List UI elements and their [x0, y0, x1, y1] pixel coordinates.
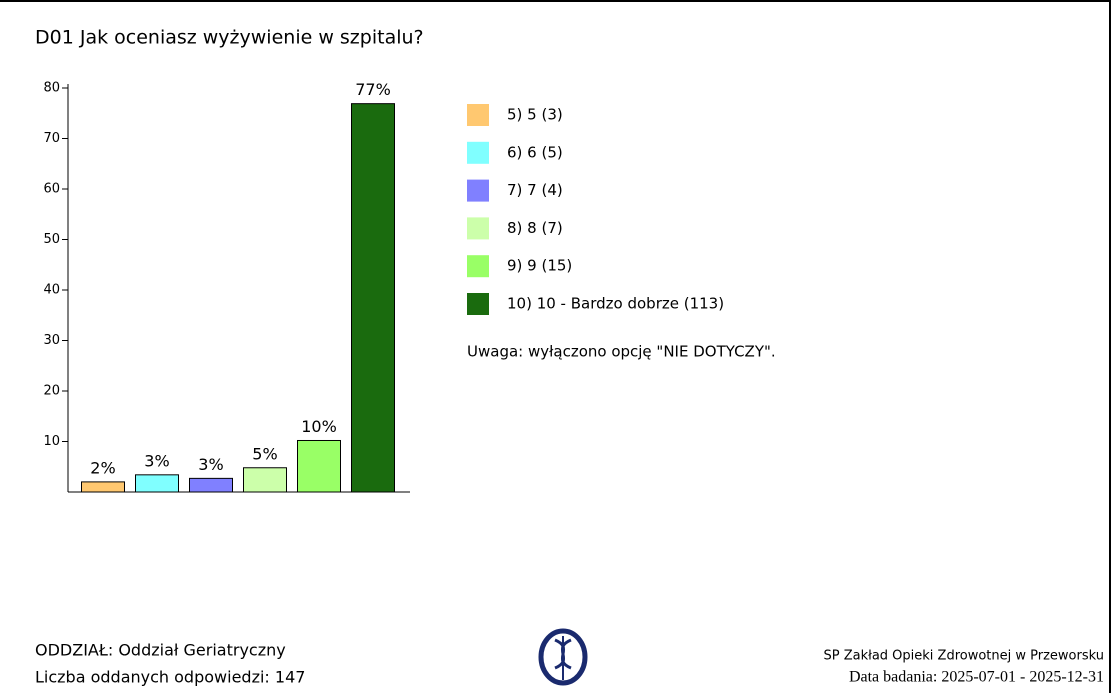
footer-date: Data badania: 2025-07-01 - 2025-12-31 [849, 669, 1104, 686]
chart-title: D01 Jak oceniasz wyżywienie w szpitalu? [35, 27, 424, 49]
footer-department: ODDZIAŁ: Oddział Geriatryczny [35, 641, 286, 660]
legend-swatch [467, 179, 489, 202]
note: Uwaga: wyłączono opcję "NIE DOTYCZY". [467, 343, 776, 361]
legend-label: 5) 5 (3) [507, 106, 563, 124]
logo [538, 628, 588, 686]
bar [351, 103, 395, 493]
y-tick-label: 80 [43, 81, 60, 96]
value-label: 77% [355, 80, 391, 99]
footer-responses: Liczba oddanych odpowiedzi: 147 [35, 668, 305, 687]
bar [81, 481, 125, 493]
y-tick-label: 30 [43, 333, 60, 348]
bar [243, 467, 287, 493]
value-label: 3% [144, 451, 169, 470]
footer-institution: SP Zakład Opieki Zdrowotnej w Przeworsku [824, 649, 1104, 664]
bar [135, 474, 179, 493]
legend-swatch [467, 255, 489, 278]
y-tick-label: 10 [43, 434, 60, 449]
y-tick-label: 50 [43, 232, 60, 247]
legend-label: 7) 7 (4) [507, 181, 563, 199]
value-label: 5% [252, 444, 277, 463]
legend-label: 9) 9 (15) [507, 257, 572, 275]
bar [297, 439, 341, 493]
value-label: 3% [198, 455, 223, 474]
legend-swatch [467, 217, 489, 240]
legend-label: 10) 10 - Bardzo dobrze (113) [507, 295, 724, 313]
legend-label: 6) 6 (5) [507, 143, 563, 161]
y-tick-label: 70 [43, 131, 60, 146]
value-label: 2% [90, 458, 115, 477]
y-tick-label: 20 [43, 384, 60, 399]
y-tick-label: 60 [43, 182, 60, 197]
value-label: 10% [301, 417, 337, 436]
legend-swatch [467, 104, 489, 126]
legend-swatch [467, 293, 489, 315]
bar [189, 477, 233, 493]
legend-label: 8) 8 (7) [507, 219, 563, 237]
legend-swatch [467, 141, 489, 164]
y-tick-label: 40 [43, 283, 60, 298]
